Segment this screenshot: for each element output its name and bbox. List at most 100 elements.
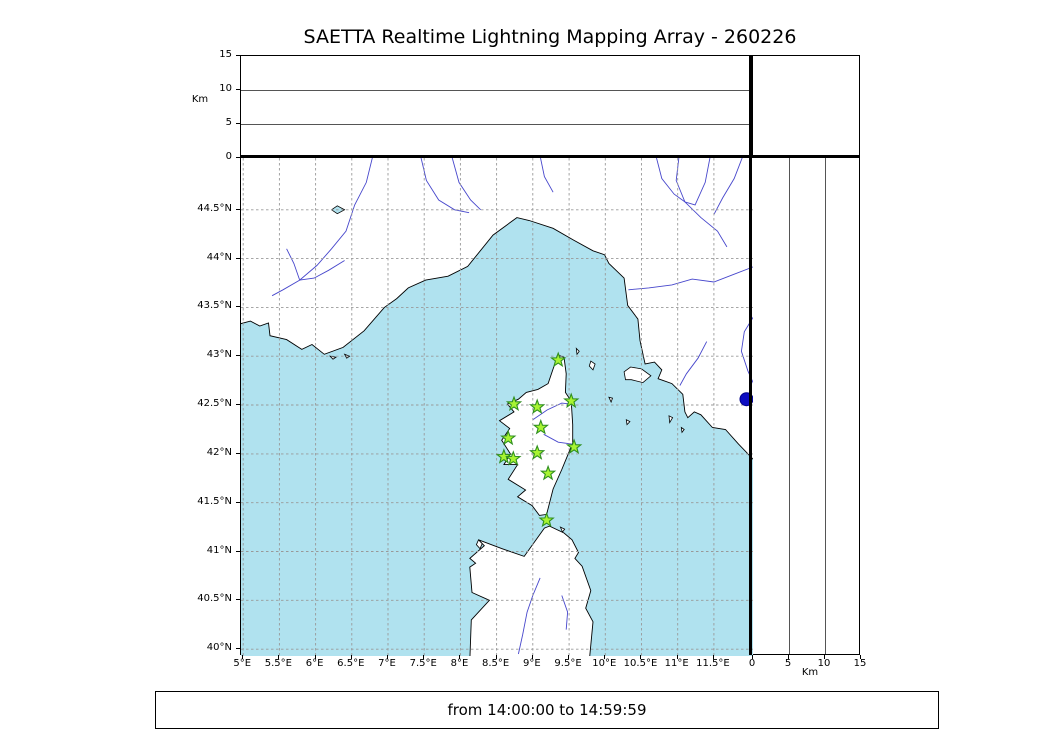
lon-tick-label: 11.5°E: [696, 658, 730, 669]
small-island: [575, 347, 580, 356]
alt-tick-mark-bottom: [752, 655, 753, 659]
lon-tick-mark: [640, 655, 642, 659]
small-island: [608, 396, 614, 404]
alt-tick-label-left: 15: [219, 49, 232, 60]
station-marker: [495, 448, 513, 464]
river: [532, 402, 571, 421]
station-marker: [528, 444, 546, 460]
lon-tick-mark: [278, 655, 280, 659]
lon-tick-mark: [495, 655, 497, 659]
station-marker: [532, 418, 550, 435]
river: [628, 266, 753, 291]
small-island: [328, 355, 337, 360]
river: [656, 158, 686, 203]
station-marker: [539, 464, 557, 481]
lat-tick-mark: [236, 306, 240, 308]
lat-tick-mark: [236, 501, 240, 503]
lat-tick-mark: [236, 257, 240, 259]
corsica-island: [498, 354, 574, 516]
alt-tick-label-left: 0: [225, 151, 232, 162]
alt-tick-label-bottom: 10: [817, 658, 831, 669]
river: [271, 158, 373, 297]
altitude-vs-longitude-panel: [240, 55, 752, 157]
station-marker: [505, 450, 522, 466]
page-title: SAETTA Realtime Lightning Mapping Array …: [303, 26, 797, 48]
alt-tick-mark-left: [236, 89, 240, 90]
lon-tick-label: 7°E: [378, 658, 396, 669]
lon-tick-mark: [350, 655, 352, 659]
lat-tick-mark: [236, 599, 240, 601]
small-island: [625, 418, 631, 426]
lat-tick-label: 42°N: [206, 446, 232, 458]
lat-tick-mark: [236, 208, 240, 210]
station-marker: [538, 511, 555, 528]
lon-tick-mark: [676, 655, 678, 659]
lat-tick-label: 40.5°N: [197, 593, 232, 605]
alt-tick-mark-bottom: [788, 655, 789, 659]
panel-separator-horizontal: [240, 155, 860, 158]
station-marker: [565, 438, 583, 455]
altitude-axis-label-bottom: Km: [801, 667, 819, 678]
station-marker: [500, 429, 517, 446]
lat-tick-mark: [236, 355, 240, 357]
lon-tick-mark: [242, 655, 244, 659]
map-panel: [240, 157, 753, 656]
lon-tick-mark: [314, 655, 316, 659]
lon-tick-mark: [459, 655, 461, 659]
small-island: [668, 415, 674, 424]
lon-tick-label: 11°E: [664, 658, 689, 669]
alt-tick-mark-bottom: [824, 655, 825, 659]
lat-tick-mark: [236, 404, 240, 406]
lon-tick-label: 10.5°E: [623, 658, 658, 669]
river: [684, 158, 711, 206]
lon-tick-mark: [531, 655, 533, 659]
lon-tick-label: 6.5°E: [337, 658, 365, 669]
river: [561, 595, 569, 630]
lon-tick-mark: [712, 655, 714, 659]
lon-tick-mark: [568, 655, 570, 659]
river: [543, 433, 573, 445]
lat-tick-mark: [236, 648, 240, 650]
alt-tick-label-bottom: 0: [748, 658, 756, 669]
small-island: [588, 360, 596, 371]
river: [540, 158, 554, 193]
sardinia-island: [469, 525, 594, 656]
alt-tick-mark-bottom: [860, 655, 861, 659]
lon-tick-label: 5.5°E: [264, 658, 292, 669]
small-island: [559, 526, 566, 533]
river: [286, 248, 301, 281]
river: [679, 341, 708, 386]
river: [713, 158, 743, 215]
lat-tick-mark: [236, 550, 240, 552]
lat-tick-mark: [236, 452, 240, 454]
lat-tick-label: 41.5°N: [197, 495, 232, 507]
alt-tick-label-left: 5: [225, 117, 232, 128]
alt-tick-mark-left: [236, 123, 240, 124]
panel-separator-vertical: [749, 55, 752, 655]
lon-tick-label: 6°E: [305, 658, 324, 669]
station-marker: [563, 392, 580, 409]
altitude-ref-line: [241, 90, 751, 91]
lon-tick-label: 8°E: [450, 658, 469, 669]
lon-tick-label: 10°E: [592, 658, 617, 669]
altitude-ref-line: [825, 158, 826, 654]
lon-tick-mark: [604, 655, 606, 659]
altitude-ref-line: [789, 158, 790, 654]
time-range-text: from 14:00:00 to 14:59:59: [447, 701, 647, 719]
alt-tick-label-bottom: 5: [784, 658, 792, 669]
corner-panel: [752, 55, 860, 157]
alt-tick-label-left: 10: [219, 83, 232, 94]
small-island: [680, 426, 685, 434]
alt-tick-label-bottom: 15: [853, 658, 867, 669]
lon-tick-label: 9°E: [523, 658, 541, 669]
lon-tick-label: 7.5°E: [409, 658, 437, 669]
lon-tick-mark: [423, 655, 425, 659]
river: [517, 577, 541, 655]
lat-tick-label: 41°N: [206, 544, 232, 556]
alt-tick-mark-left: [236, 55, 240, 56]
lon-tick-mark: [387, 655, 388, 659]
station-marker: [549, 351, 567, 368]
lon-tick-label: 9.5°E: [554, 658, 582, 669]
altitude-ref-line: [241, 124, 751, 125]
